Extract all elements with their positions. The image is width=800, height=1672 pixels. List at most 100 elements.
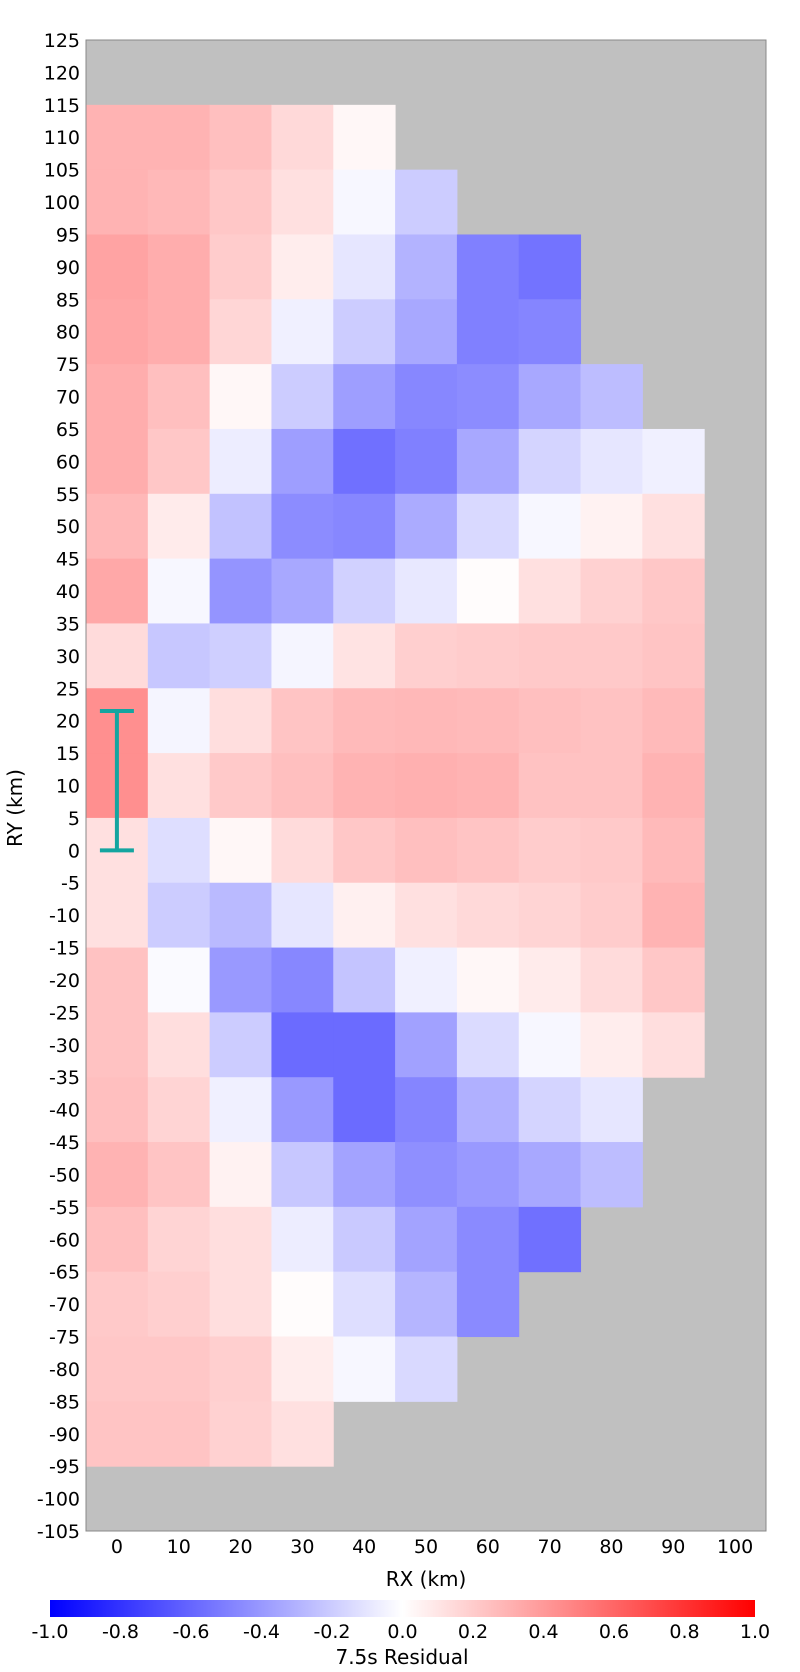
- heatmap-cell: [209, 1077, 272, 1143]
- x-tick-label: 100: [717, 1536, 753, 1558]
- heatmap-cell: [86, 1142, 149, 1208]
- heatmap-cell: [333, 1271, 396, 1338]
- heatmap-cell: [333, 947, 396, 1013]
- heatmap-cell: [333, 623, 396, 689]
- heatmap-cell: [86, 104, 149, 171]
- heatmap-cell: [333, 169, 396, 235]
- heatmap-cell: [518, 364, 582, 430]
- heatmap-cell: [147, 558, 211, 624]
- heatmap-cell: [271, 364, 334, 430]
- heatmap-cell: [209, 1401, 272, 1467]
- heatmap-cell: [518, 299, 582, 365]
- heatmap-cell: [580, 364, 643, 430]
- heatmap-cell: [147, 817, 211, 884]
- heatmap-cell: [271, 428, 334, 495]
- colorbar-tick-label: 0.4: [528, 1621, 558, 1643]
- heatmap-cell: [147, 428, 211, 495]
- heatmap-cell: [456, 688, 520, 754]
- heatmap-cell: [580, 947, 643, 1013]
- heatmap-cell: [333, 817, 396, 884]
- heatmap-cell: [395, 753, 458, 819]
- y-tick-label: 120: [44, 62, 80, 84]
- y-tick-label: 80: [56, 322, 80, 344]
- heatmap-cell: [209, 493, 272, 560]
- heatmap-cell: [209, 234, 272, 300]
- y-tick-label: 25: [56, 678, 80, 700]
- heatmap-cell: [209, 1142, 272, 1208]
- y-tick-label: -80: [49, 1359, 80, 1381]
- heatmap-cell: [271, 1206, 334, 1273]
- y-tick-label: -75: [49, 1327, 80, 1349]
- heatmap-cell: [271, 299, 334, 365]
- y-tick-label: 125: [44, 30, 80, 52]
- y-tick-label: -10: [49, 905, 80, 927]
- heatmap-cell: [147, 688, 211, 754]
- error-bar-annotation: [99, 708, 134, 853]
- heatmap-cell: [333, 1012, 396, 1078]
- heatmap-cell: [86, 1206, 149, 1273]
- heatmap-cell: [395, 299, 458, 365]
- heatmap-cell: [642, 817, 705, 884]
- heatmap-cell: [333, 493, 396, 560]
- heatmap-cell: [147, 104, 211, 171]
- x-tick-label: 40: [352, 1536, 376, 1558]
- heatmap-cell: [580, 1077, 643, 1143]
- heatmap-cell: [580, 817, 643, 884]
- x-tick-label: 80: [599, 1536, 623, 1558]
- heatmap-cell: [209, 753, 272, 819]
- heatmap-cell: [209, 1271, 272, 1338]
- heatmap-cell: [271, 688, 334, 754]
- y-tick-label: 35: [56, 613, 80, 635]
- x-tick-label: 90: [661, 1536, 685, 1558]
- y-tick-label: 55: [56, 484, 80, 506]
- heatmap-cell: [333, 882, 396, 949]
- x-tick-label: 60: [476, 1536, 500, 1558]
- heatmap-cell: [271, 882, 334, 949]
- heatmap-cell: [333, 364, 396, 430]
- y-tick-label: -25: [49, 1002, 80, 1024]
- heatmap-cell: [456, 753, 520, 819]
- heatmap-cell: [209, 688, 272, 754]
- heatmap-cell: [580, 688, 643, 754]
- heatmap-cell: [86, 1336, 149, 1402]
- heatmap-cell: [642, 623, 705, 689]
- heatmap-cell: [271, 817, 334, 884]
- heatmap-cell: [271, 1271, 334, 1338]
- heatmap-cell: [147, 1401, 211, 1467]
- heatmap-cell: [271, 558, 334, 624]
- heatmap-cell: [456, 428, 520, 495]
- heatmap-cell: [86, 1401, 149, 1467]
- plot-frame: [85, 39, 767, 1532]
- heatmap-cell: [580, 623, 643, 689]
- colorbar-tick-label: -1.0: [31, 1621, 68, 1643]
- heatmap-cell: [333, 1142, 396, 1208]
- x-axis-title: RX (km): [386, 1567, 467, 1591]
- x-tick-label: 70: [538, 1536, 562, 1558]
- heatmap-cell: [456, 364, 520, 430]
- heatmap-cell: [333, 104, 396, 171]
- heatmap-cell: [271, 493, 334, 560]
- heatmap-cell: [395, 1077, 458, 1143]
- y-tick-label: 100: [44, 192, 80, 214]
- y-tick-label: 65: [56, 419, 80, 441]
- y-axis-title: RY (km): [3, 769, 27, 847]
- heatmap-cell: [642, 882, 705, 949]
- heatmap-cell: [395, 169, 458, 235]
- heatmap-cell: [209, 623, 272, 689]
- colorbar-tick-label: -0.4: [243, 1621, 280, 1643]
- heatmap-cell: [395, 882, 458, 949]
- y-tick-label: 110: [44, 127, 80, 149]
- heatmap-cell: [147, 753, 211, 819]
- heatmap-cell: [271, 1336, 334, 1402]
- y-tick-label: 95: [56, 224, 80, 246]
- heatmap-cell: [333, 1077, 396, 1143]
- heatmap-cell: [147, 234, 211, 300]
- heatmap-cell: [333, 234, 396, 300]
- heatmap-cell: [518, 1142, 582, 1208]
- heatmap-cell: [395, 1142, 458, 1208]
- heatmap-cell: [209, 364, 272, 430]
- heatmap-cell: [147, 1142, 211, 1208]
- y-tick-label: -30: [49, 1035, 80, 1057]
- y-tick-label: 15: [56, 743, 80, 765]
- heatmap-cell: [86, 947, 149, 1013]
